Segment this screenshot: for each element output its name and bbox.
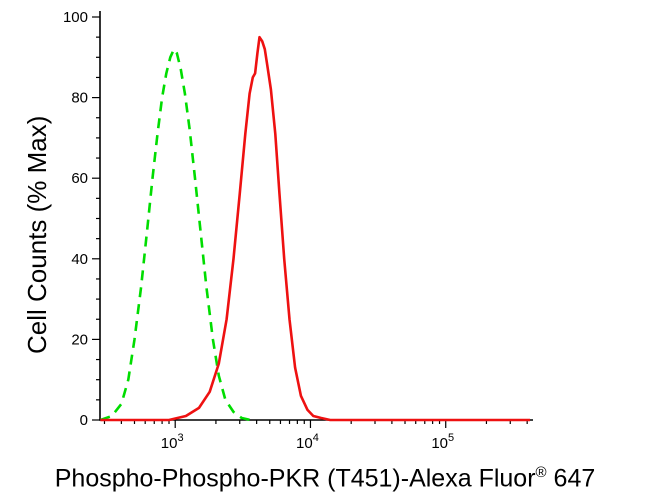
y-tick-label: 80 <box>71 90 88 107</box>
series-green-dashed <box>99 47 251 422</box>
x-axis-label-suffix: 647 <box>546 464 596 492</box>
y-axis-label: Cell Counts (% Max) <box>22 115 52 354</box>
x-tick-label: 105 <box>431 432 454 452</box>
registered-trademark-symbol: ® <box>535 463 547 481</box>
y-tick-label: 60 <box>71 170 88 187</box>
y-tick-label: 20 <box>71 331 88 348</box>
x-axis-label: Phospho-Phospho-PKR (T451)-Alexa Fluor® … <box>0 464 650 493</box>
y-tick-label: 40 <box>71 251 88 268</box>
x-axis-label-text: Phospho-Phospho-PKR (T451)-Alexa Fluor <box>54 464 536 492</box>
y-tick-label: 0 <box>80 412 88 429</box>
y-tick-label: 100 <box>63 9 88 26</box>
x-tick-label: 104 <box>296 432 319 452</box>
x-tick-label: 103 <box>161 432 184 452</box>
series-red-solid <box>100 35 530 422</box>
